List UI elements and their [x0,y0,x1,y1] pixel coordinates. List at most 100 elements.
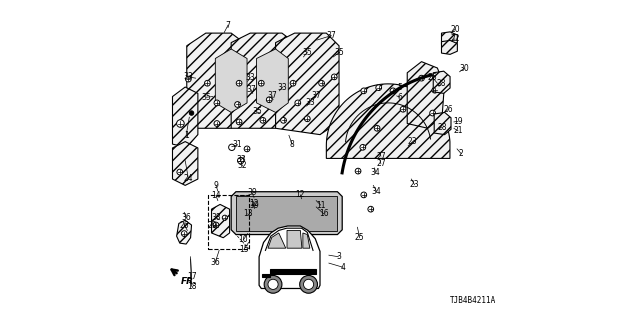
Circle shape [228,144,235,150]
Text: 9: 9 [214,181,218,190]
Polygon shape [231,192,342,235]
Circle shape [305,116,310,122]
Circle shape [390,88,396,94]
Polygon shape [303,233,310,248]
Text: 1: 1 [184,131,189,140]
Text: 33: 33 [236,155,246,164]
Text: 37: 37 [326,31,336,40]
Circle shape [186,76,191,82]
Text: 37: 37 [246,85,256,94]
Polygon shape [407,62,444,128]
Text: 26: 26 [179,220,189,229]
Circle shape [259,80,264,86]
Polygon shape [173,142,198,185]
Circle shape [236,80,242,86]
Text: 30: 30 [460,63,469,73]
Text: TJB4B4211A: TJB4B4211A [450,296,496,305]
Text: 37: 37 [267,92,276,100]
Text: 33: 33 [184,72,193,81]
Text: 15: 15 [239,245,249,254]
Text: 28: 28 [436,79,446,88]
Text: 14: 14 [211,191,221,200]
Text: FR.: FR. [180,277,197,286]
Circle shape [222,215,227,220]
Circle shape [268,279,278,289]
Polygon shape [326,84,450,158]
Circle shape [214,100,220,106]
Circle shape [295,100,301,106]
Circle shape [303,279,314,289]
Polygon shape [262,274,270,277]
Circle shape [214,121,220,126]
Text: 8: 8 [290,140,294,148]
Polygon shape [442,40,458,54]
Circle shape [319,80,324,86]
Text: 19: 19 [453,117,463,126]
Text: 11: 11 [316,201,325,210]
Polygon shape [259,226,320,288]
Polygon shape [276,33,339,135]
Circle shape [360,144,365,150]
Circle shape [300,276,317,293]
Polygon shape [257,49,288,112]
Text: 16: 16 [319,209,328,219]
Circle shape [429,110,435,116]
Text: 12: 12 [296,190,305,199]
Text: 32: 32 [237,161,247,170]
Polygon shape [433,71,450,93]
Circle shape [177,120,184,127]
Text: 2: 2 [459,149,463,158]
Circle shape [419,75,424,81]
Circle shape [361,192,367,198]
Polygon shape [270,269,316,274]
Text: 21: 21 [453,126,463,135]
Circle shape [181,231,187,236]
Polygon shape [215,49,247,112]
Circle shape [432,87,438,93]
Text: 27: 27 [376,159,386,168]
Polygon shape [187,33,244,128]
Text: 28: 28 [437,123,447,132]
Circle shape [177,169,182,175]
Text: 17: 17 [187,272,196,281]
Text: 10: 10 [239,236,248,244]
Text: 38: 38 [211,212,221,222]
Text: 33: 33 [245,73,255,82]
Polygon shape [442,32,458,46]
Polygon shape [236,196,337,231]
Circle shape [332,74,337,80]
Text: 33: 33 [278,83,287,92]
Circle shape [237,157,244,164]
Circle shape [236,119,242,125]
Text: 12: 12 [249,199,259,208]
Text: 35: 35 [202,93,211,102]
Text: 29: 29 [208,221,218,230]
Polygon shape [177,220,191,244]
Bar [209,195,249,249]
Circle shape [266,97,272,103]
Polygon shape [434,112,451,135]
Circle shape [260,117,266,123]
Text: 4: 4 [340,263,345,272]
Polygon shape [231,33,294,128]
Polygon shape [287,230,302,248]
Text: 26: 26 [428,73,437,82]
Text: 5: 5 [397,83,403,92]
Text: 13: 13 [243,209,253,219]
Text: 35: 35 [335,48,344,57]
Text: 27: 27 [376,152,386,161]
Text: 39: 39 [247,188,257,197]
Circle shape [264,276,282,293]
Text: 23: 23 [410,180,419,189]
Text: 37: 37 [311,92,321,100]
Text: 24: 24 [184,174,193,183]
Text: 34: 34 [372,187,381,196]
Text: 3: 3 [336,252,341,261]
Text: 31: 31 [233,140,243,149]
Text: 36: 36 [181,213,191,222]
Circle shape [281,117,286,123]
Circle shape [213,222,219,228]
Text: 23: 23 [408,137,417,146]
Text: 35: 35 [252,107,262,116]
Polygon shape [268,233,285,248]
